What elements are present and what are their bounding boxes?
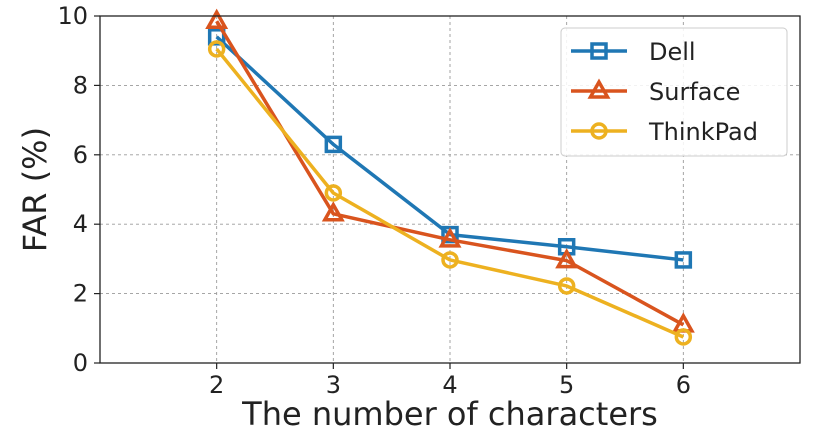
- x-tick-label: 6: [676, 371, 691, 399]
- legend-marker-thinkpad: [590, 122, 608, 140]
- legend-label-thinkpad: ThinkPad: [648, 118, 758, 146]
- legend-label-dell: Dell: [649, 38, 696, 66]
- legend-label-surface: Surface: [649, 78, 740, 106]
- point-surface: [205, 8, 229, 29]
- axis-ticks: 2 3 4 5 6 0 2 4 6 8 10: [57, 2, 691, 399]
- x-tick-label: 5: [559, 371, 574, 399]
- point-thinkpad: [557, 277, 576, 295]
- y-tick-label: 2: [73, 280, 88, 308]
- point-thinkpad: [441, 251, 459, 269]
- legend-marker-surface: [587, 78, 611, 99]
- point-surface: [321, 201, 345, 222]
- legend-item-surface: Surface: [571, 78, 740, 106]
- series-layer: [205, 8, 695, 346]
- line-thinkpad: [215, 47, 685, 339]
- point-thinkpad: [324, 184, 343, 202]
- legend-marker-dell: [590, 42, 608, 60]
- y-tick-label: 10: [57, 2, 88, 30]
- point-surface: [555, 248, 579, 269]
- point-thinkpad: [674, 328, 693, 346]
- legend-item-dell: Dell: [571, 38, 696, 66]
- point-thinkpad: [207, 40, 226, 58]
- point-dell: [324, 135, 343, 154]
- x-tick-label: 4: [442, 371, 457, 399]
- y-tick-label: 6: [73, 141, 88, 169]
- series-surface: [205, 8, 695, 333]
- point-surface: [438, 227, 462, 248]
- series-thinkpad: [207, 40, 693, 346]
- line-surface: [215, 20, 685, 327]
- y-tick-label: 8: [73, 71, 88, 99]
- point-dell: [674, 251, 693, 269]
- line-dell: [215, 35, 684, 262]
- x-tick-label: 2: [209, 371, 224, 399]
- legend-box: [560, 27, 788, 157]
- legend-item-thinkpad: ThinkPad: [571, 118, 758, 146]
- y-tick-label: 4: [73, 210, 88, 238]
- y-tick-label: 0: [73, 349, 88, 377]
- legend: Dell Surface ThinkPad: [560, 27, 788, 157]
- y-axis-label: FAR (%): [16, 127, 54, 252]
- point-dell: [207, 28, 226, 46]
- x-tick-label: 3: [326, 371, 341, 399]
- x-axis-label: The number of characters: [241, 395, 658, 433]
